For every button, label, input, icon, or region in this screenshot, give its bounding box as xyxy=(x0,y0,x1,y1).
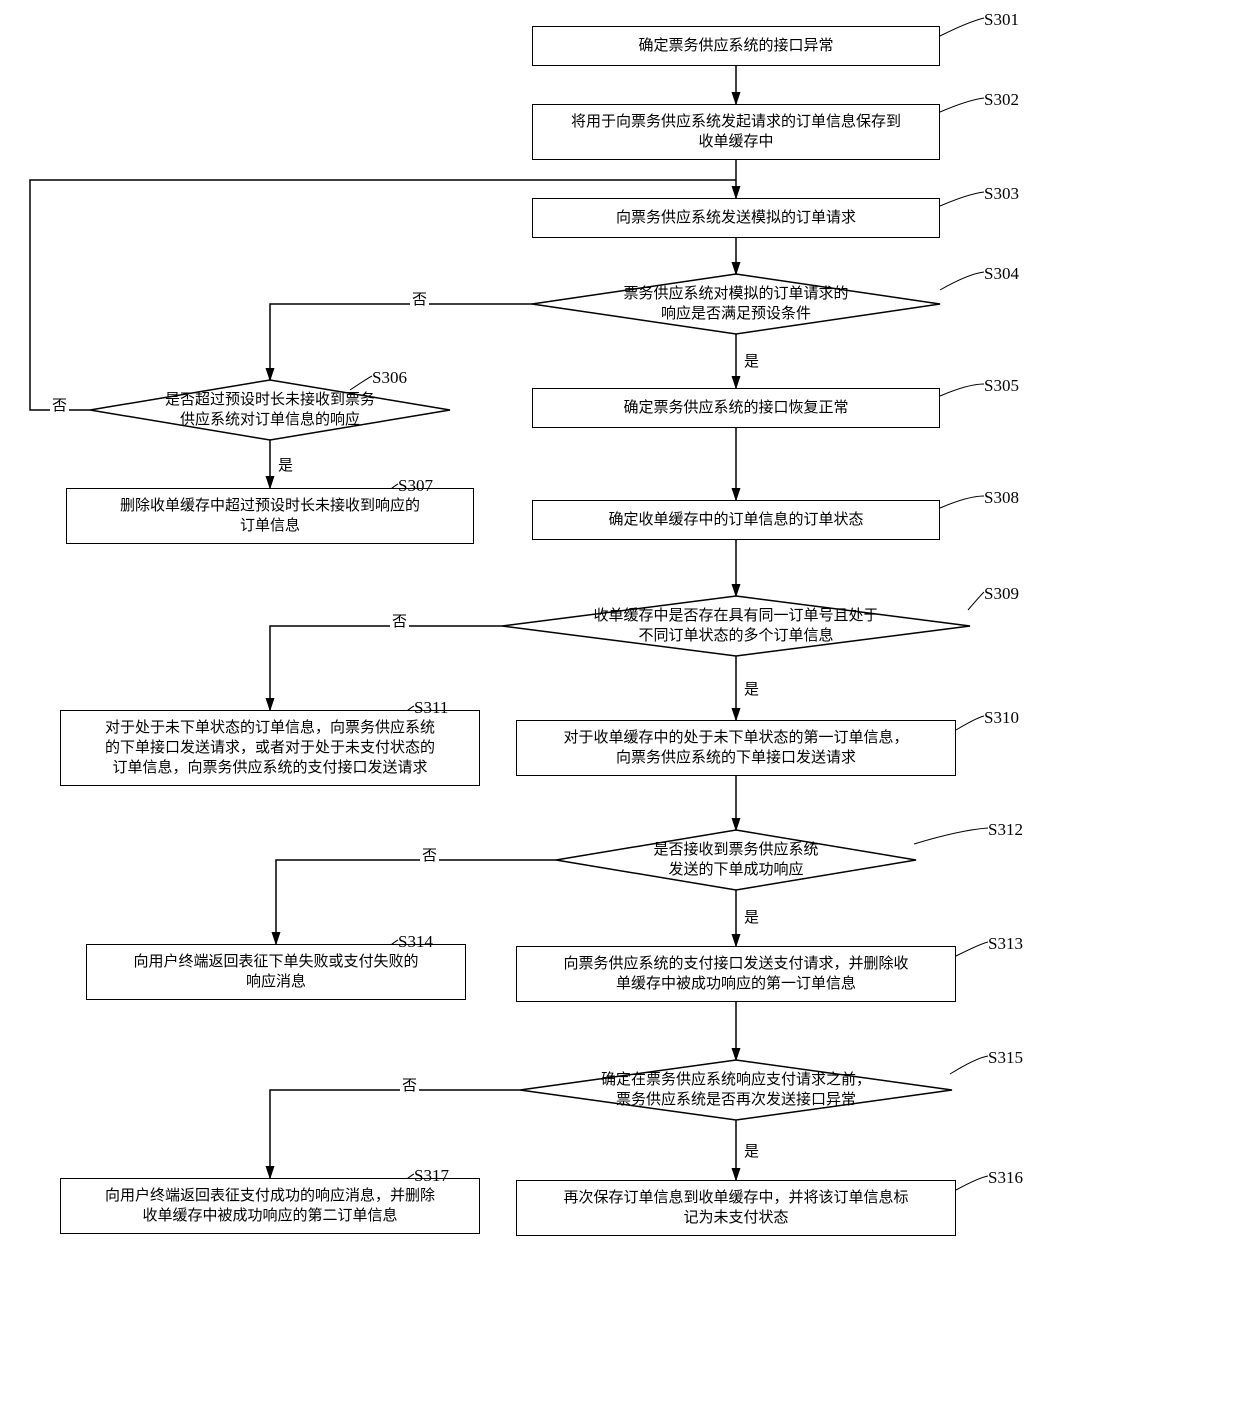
node-text: 确定票务供应系统的接口异常 xyxy=(638,36,833,56)
node-s317: 向用户终端返回表征支付成功的响应消息，并删除收单缓存中被成功响应的第二订单信息 xyxy=(60,1178,480,1234)
edge-label-yes: 是 xyxy=(276,454,295,475)
edge-label-yes: 是 xyxy=(742,350,761,371)
node-text: 是否接收到票务供应系统发送的下单成功响应 xyxy=(653,840,818,881)
step-label-s310: S310 xyxy=(984,708,1019,728)
step-label-s312: S312 xyxy=(988,820,1023,840)
node-s306: 是否超过预设时长未接收到票务供应系统对订单信息的响应 xyxy=(90,380,450,440)
node-s311: 对于处于未下单状态的订单信息，向票务供应系统的下单接口发送请求，或者对于处于未支… xyxy=(60,710,480,786)
step-label-s314: S314 xyxy=(398,932,433,952)
edge-label-yes: 是 xyxy=(742,678,761,699)
node-s301: 确定票务供应系统的接口异常 xyxy=(532,26,940,66)
step-label-s309: S309 xyxy=(984,584,1019,604)
step-label-s307: S307 xyxy=(398,476,433,496)
node-text: 向票务供应系统的支付接口发送支付请求，并删除收单缓存中被成功响应的第一订单信息 xyxy=(563,954,908,995)
node-text: 对于收单缓存中的处于未下单状态的第一订单信息，向票务供应系统的下单接口发送请求 xyxy=(563,728,908,769)
node-text: 向票务供应系统发送模拟的订单请求 xyxy=(616,208,856,228)
node-text: 确定票务供应系统的接口恢复正常 xyxy=(623,398,848,418)
step-label-s302: S302 xyxy=(984,90,1019,110)
node-text: 确定在票务供应系统响应支付请求之前，票务供应系统是否再次发送接口异常 xyxy=(601,1070,871,1111)
step-label-s308: S308 xyxy=(984,488,1019,508)
node-s312: 是否接收到票务供应系统发送的下单成功响应 xyxy=(556,830,916,890)
node-text: 向用户终端返回表征支付成功的响应消息，并删除收单缓存中被成功响应的第二订单信息 xyxy=(105,1186,435,1227)
step-label-s303: S303 xyxy=(984,184,1019,204)
edge-label-no: 否 xyxy=(410,288,429,309)
step-label-s304: S304 xyxy=(984,264,1019,284)
node-text: 对于处于未下单状态的订单信息，向票务供应系统的下单接口发送请求，或者对于处于未支… xyxy=(105,718,435,779)
node-s305: 确定票务供应系统的接口恢复正常 xyxy=(532,388,940,428)
step-label-s306: S306 xyxy=(372,368,407,388)
step-label-s315: S315 xyxy=(988,1048,1023,1068)
node-s309: 收单缓存中是否存在具有同一订单号且处于不同订单状态的多个订单信息 xyxy=(502,596,970,656)
edge-label-no: 否 xyxy=(50,394,69,415)
node-text: 票务供应系统对模拟的订单请求的响应是否满足预设条件 xyxy=(623,284,848,325)
edge-label-yes: 是 xyxy=(742,906,761,927)
node-s302: 将用于向票务供应系统发起请求的订单信息保存到收单缓存中 xyxy=(532,104,940,160)
node-text: 删除收单缓存中超过预设时长未接收到响应的订单信息 xyxy=(120,496,420,537)
edge-label-yes: 是 xyxy=(742,1140,761,1161)
node-s303: 向票务供应系统发送模拟的订单请求 xyxy=(532,198,940,238)
node-text: 再次保存订单信息到收单缓存中，并将该订单信息标记为未支付状态 xyxy=(563,1188,908,1229)
edge-label-no: 否 xyxy=(420,844,439,865)
step-label-s313: S313 xyxy=(988,934,1023,954)
node-s316: 再次保存订单信息到收单缓存中，并将该订单信息标记为未支付状态 xyxy=(516,1180,956,1236)
node-s304: 票务供应系统对模拟的订单请求的响应是否满足预设条件 xyxy=(532,274,940,334)
step-label-s311: S311 xyxy=(414,698,448,718)
step-label-s317: S317 xyxy=(414,1166,449,1186)
node-text: 向用户终端返回表征下单失败或支付失败的响应消息 xyxy=(133,952,418,993)
node-s315: 确定在票务供应系统响应支付请求之前，票务供应系统是否再次发送接口异常 xyxy=(520,1060,952,1120)
node-s307: 删除收单缓存中超过预设时长未接收到响应的订单信息 xyxy=(66,488,474,544)
step-label-s301: S301 xyxy=(984,10,1019,30)
step-label-s305: S305 xyxy=(984,376,1019,396)
edge-label-no: 否 xyxy=(390,610,409,631)
node-s313: 向票务供应系统的支付接口发送支付请求，并删除收单缓存中被成功响应的第一订单信息 xyxy=(516,946,956,1002)
node-text: 将用于向票务供应系统发起请求的订单信息保存到收单缓存中 xyxy=(571,112,901,153)
node-text: 确定收单缓存中的订单信息的订单状态 xyxy=(608,510,863,530)
node-text: 收单缓存中是否存在具有同一订单号且处于不同订单状态的多个订单信息 xyxy=(593,606,878,647)
node-s314: 向用户终端返回表征下单失败或支付失败的响应消息 xyxy=(86,944,466,1000)
edge-label-no: 否 xyxy=(400,1074,419,1095)
node-s310: 对于收单缓存中的处于未下单状态的第一订单信息，向票务供应系统的下单接口发送请求 xyxy=(516,720,956,776)
step-label-s316: S316 xyxy=(988,1168,1023,1188)
node-s308: 确定收单缓存中的订单信息的订单状态 xyxy=(532,500,940,540)
node-text: 是否超过预设时长未接收到票务供应系统对订单信息的响应 xyxy=(165,390,375,431)
